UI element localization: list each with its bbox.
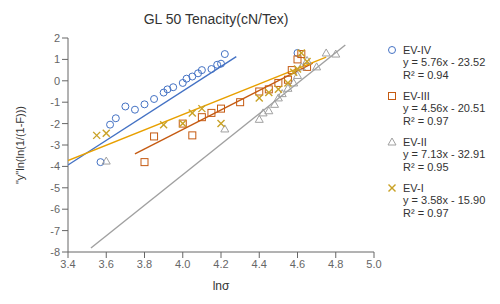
svg-text:1: 1 bbox=[54, 53, 60, 65]
html-text:R² = 0.97: R² = 0.97 bbox=[403, 207, 449, 219]
html-text:R² = 0.95: R² = 0.95 bbox=[403, 161, 449, 173]
svg-text:-6: -6 bbox=[50, 203, 60, 215]
svg-text:-7: -7 bbox=[50, 225, 60, 237]
svg-text:4.2: 4.2 bbox=[213, 258, 228, 270]
html-text:EV-IV: EV-IV bbox=[403, 44, 432, 56]
html-text:R² = 0.94: R² = 0.94 bbox=[403, 69, 449, 81]
svg-text:3.6: 3.6 bbox=[99, 258, 114, 270]
svg-text:4.8: 4.8 bbox=[328, 258, 343, 270]
html-text:EV-I: EV-I bbox=[403, 182, 424, 194]
html-text:GL 50 Tenacity(cN/Tex): GL 50 Tenacity(cN/Tex) bbox=[143, 11, 289, 27]
svg-text:"y"ln(ln(1/(1-F))): "y"ln(ln(1/(1-F))) bbox=[14, 106, 26, 184]
html-text:EV-II: EV-II bbox=[403, 136, 427, 148]
svg-text:lnσ: lnσ bbox=[213, 279, 230, 293]
svg-text:4.0: 4.0 bbox=[175, 258, 190, 270]
html-text:y = 7.13x - 32.91: y = 7.13x - 32.91 bbox=[403, 148, 486, 160]
svg-text:3.8: 3.8 bbox=[137, 258, 152, 270]
html-text:y = 4.56x - 20.51: y = 4.56x - 20.51 bbox=[403, 102, 486, 114]
svg-text:3.4: 3.4 bbox=[60, 258, 75, 270]
svg-text:4.6: 4.6 bbox=[290, 258, 305, 270]
svg-text:0: 0 bbox=[54, 75, 60, 87]
html-text:EV-III: EV-III bbox=[403, 90, 430, 102]
html-text:R² = 0.97: R² = 0.97 bbox=[403, 115, 449, 127]
svg-text:-8: -8 bbox=[50, 246, 60, 258]
svg-text:-3: -3 bbox=[50, 139, 60, 151]
svg-text:-5: -5 bbox=[50, 182, 60, 194]
html-text:y = 5.76x - 23.52: y = 5.76x - 23.52 bbox=[403, 56, 486, 68]
svg-text:2: 2 bbox=[54, 32, 60, 44]
svg-text:-1: -1 bbox=[50, 96, 60, 108]
svg-text:-2: -2 bbox=[50, 118, 60, 130]
html-text:y = 3.58x - 15.90: y = 3.58x - 15.90 bbox=[403, 194, 486, 206]
svg-text:-4: -4 bbox=[50, 160, 60, 172]
svg-text:4.4: 4.4 bbox=[252, 258, 267, 270]
svg-text:5.0: 5.0 bbox=[366, 258, 381, 270]
